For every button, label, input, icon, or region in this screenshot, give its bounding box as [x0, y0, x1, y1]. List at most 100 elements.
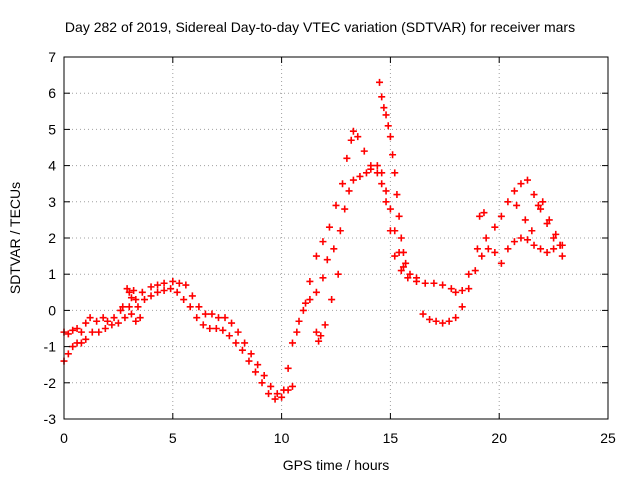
y-tick-label: 6 — [48, 85, 56, 101]
data-point — [121, 314, 129, 322]
y-tick-label: -2 — [44, 375, 57, 391]
data-point — [510, 238, 518, 246]
data-point — [132, 317, 140, 325]
data-point — [399, 248, 407, 256]
data-point — [349, 176, 357, 184]
data-point — [173, 288, 181, 296]
data-point — [452, 288, 460, 296]
data-point — [195, 303, 203, 311]
data-point — [93, 317, 101, 325]
data-point — [132, 296, 140, 304]
data-point — [306, 277, 314, 285]
data-point — [362, 169, 370, 177]
data-point — [295, 317, 303, 325]
data-point — [517, 180, 525, 188]
data-point — [254, 361, 262, 369]
data-point — [138, 288, 146, 296]
data-points — [60, 78, 566, 403]
data-point — [419, 310, 427, 318]
data-point — [288, 339, 296, 347]
y-axis-label: SDTVAR / TECUs — [7, 182, 23, 294]
data-point — [125, 288, 133, 296]
data-point — [306, 296, 314, 304]
data-point — [321, 321, 329, 329]
data-point — [452, 314, 460, 322]
data-point — [104, 317, 112, 325]
data-point — [169, 277, 177, 285]
data-point — [343, 154, 351, 162]
data-point — [530, 241, 538, 249]
data-point — [339, 180, 347, 188]
data-point — [528, 227, 536, 235]
data-point — [265, 390, 273, 398]
data-point — [114, 319, 122, 327]
data-point — [130, 286, 138, 294]
data-point — [325, 223, 333, 231]
data-point — [367, 165, 375, 173]
data-point — [154, 288, 162, 296]
data-point — [154, 281, 162, 289]
data-point — [545, 216, 553, 224]
data-point — [421, 279, 429, 287]
data-point — [510, 187, 518, 195]
data-point — [399, 263, 407, 271]
data-point — [465, 270, 473, 278]
data-point — [543, 220, 551, 228]
data-point — [101, 325, 109, 332]
data-point — [219, 326, 227, 334]
y-tick-label: 7 — [48, 49, 56, 65]
data-point — [534, 201, 542, 209]
x-tick-label: 15 — [383, 430, 399, 446]
data-point — [299, 306, 307, 314]
data-point — [238, 346, 246, 354]
data-point — [82, 319, 90, 327]
data-point — [380, 104, 388, 112]
data-point — [378, 180, 386, 188]
data-point — [391, 169, 399, 177]
data-point — [404, 274, 412, 282]
data-point — [123, 285, 131, 293]
data-point — [99, 314, 107, 322]
data-point — [349, 127, 357, 135]
data-point — [356, 172, 364, 180]
data-point — [225, 332, 233, 340]
data-point — [521, 216, 529, 224]
data-point — [110, 314, 118, 322]
data-point — [476, 212, 484, 220]
data-point — [134, 303, 142, 311]
data-point — [160, 279, 168, 287]
data-point — [360, 147, 368, 155]
data-point — [523, 176, 531, 184]
data-point — [328, 296, 336, 304]
data-point — [480, 209, 488, 217]
data-point — [386, 205, 394, 213]
y-tick-label: 5 — [48, 121, 56, 137]
data-point — [95, 328, 103, 336]
data-point — [319, 238, 327, 246]
data-point — [393, 191, 401, 199]
data-point — [312, 328, 320, 336]
data-point — [186, 303, 194, 311]
data-point — [214, 314, 222, 322]
data-point — [382, 198, 390, 206]
x-axis-label: GPS time / hours — [283, 457, 390, 473]
data-point — [127, 310, 135, 318]
y-tick-label: 4 — [48, 158, 56, 174]
data-point — [273, 390, 281, 398]
data-point — [439, 281, 447, 289]
data-point — [312, 252, 320, 260]
data-point — [378, 93, 386, 101]
data-point — [373, 162, 381, 170]
data-point — [312, 288, 320, 296]
y-tick-label: 0 — [48, 302, 56, 318]
data-point — [147, 283, 155, 291]
data-point — [426, 315, 434, 323]
data-point — [382, 111, 390, 119]
data-point — [136, 314, 144, 322]
data-point — [354, 133, 362, 141]
data-point — [341, 205, 349, 213]
data-point — [491, 248, 499, 256]
data-point — [473, 245, 481, 253]
x-tick-label: 5 — [169, 430, 177, 446]
